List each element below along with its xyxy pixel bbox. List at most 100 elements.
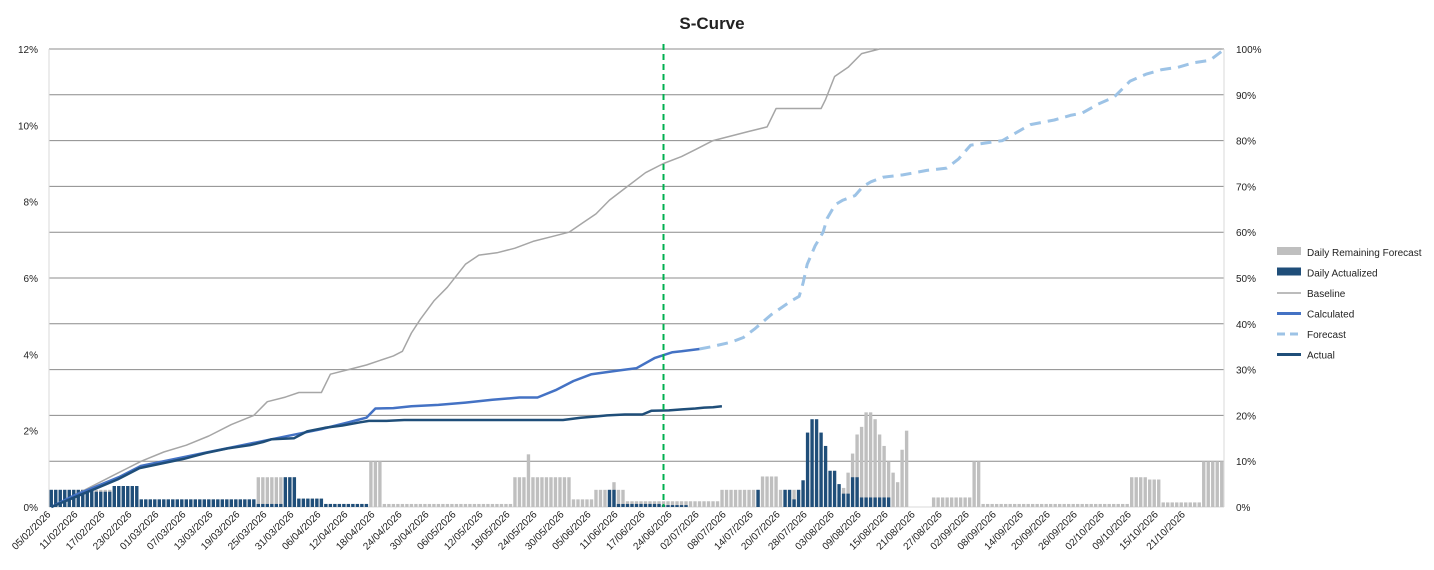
right-tick-label: 70% <box>1236 182 1256 193</box>
remaining-forecast-bar <box>517 477 522 507</box>
remaining-forecast-bar <box>679 501 684 507</box>
remaining-forecast-bar <box>733 489 738 507</box>
daily-actualized-bar <box>616 503 621 507</box>
daily-actualized-bar <box>180 499 184 507</box>
daily-actualized-bar <box>346 503 351 507</box>
daily-actualized-bar <box>243 499 247 507</box>
daily-actualized-bar <box>171 499 175 507</box>
remaining-forecast-bar <box>490 503 495 507</box>
remaining-forecast-bar <box>1030 503 1035 507</box>
left-tick-label: 10% <box>18 121 38 132</box>
actual-line <box>50 404 723 509</box>
remaining-forecast-bar <box>670 501 675 507</box>
remaining-forecast-bar <box>1215 461 1219 507</box>
remaining-forecast-bar <box>580 499 585 507</box>
right-tick-label: 20% <box>1236 411 1256 422</box>
remaining-forecast-bar <box>891 472 895 507</box>
daily-actualized-bar <box>612 489 616 507</box>
daily-actualized-bar <box>643 503 648 507</box>
remaining-forecast-bar <box>792 489 796 507</box>
remaining-forecast-bar <box>760 476 765 507</box>
daily-actualized-bar <box>666 505 670 507</box>
daily-actualized-bar <box>153 499 157 507</box>
daily-actualized-bar <box>202 499 207 507</box>
remaining-forecast-bar <box>949 497 954 507</box>
daily-actualized-bar <box>360 503 364 507</box>
remaining-forecast-bar <box>697 501 702 507</box>
remaining-forecast-bar <box>1085 503 1089 507</box>
remaining-forecast-bar <box>675 501 679 507</box>
remaining-forecast-bar <box>441 503 445 507</box>
daily-actualized-bar <box>324 503 328 507</box>
daily-actualized-bar <box>342 503 346 507</box>
daily-actualized-bar <box>189 499 193 507</box>
legend-swatch <box>1277 247 1301 255</box>
remaining-forecast-bar <box>463 503 468 507</box>
daily-actualized-bar <box>94 491 98 507</box>
remaining-forecast-bar <box>1021 503 1026 507</box>
daily-actualized-bar <box>873 497 877 507</box>
left-tick-label: 12% <box>18 45 38 56</box>
remaining-forecast-bar <box>1071 503 1075 507</box>
daily-actualized-bar <box>216 499 220 507</box>
remaining-forecast-bar <box>526 454 531 507</box>
remaining-forecast-bar <box>1130 477 1134 507</box>
remaining-forecast-bar <box>1112 503 1116 507</box>
remaining-forecast-bar <box>261 477 265 507</box>
daily-actualized-bar <box>810 419 814 507</box>
daily-actualized-bar <box>886 497 891 507</box>
remaining-forecast-bar <box>747 489 751 507</box>
daily-actualized-bar <box>877 497 882 507</box>
remaining-forecast-bar <box>1179 502 1183 507</box>
daily-actualized-bar <box>283 477 288 507</box>
daily-actualized-bar <box>193 499 198 507</box>
forecast-line <box>699 50 1223 351</box>
daily-actualized-bar <box>265 503 270 507</box>
daily-actualized-bar <box>108 491 112 507</box>
remaining-forecast-bar <box>585 499 589 507</box>
remaining-forecast-bar <box>1039 503 1044 507</box>
daily-actualized-bar <box>54 489 58 507</box>
daily-actualized-bar <box>256 503 261 507</box>
remaining-forecast-bar <box>616 489 621 507</box>
remaining-forecast-bar <box>459 503 463 507</box>
daily-actualized-bar <box>229 499 234 507</box>
daily-actualized-bar <box>823 445 828 507</box>
remaining-forecast-bar <box>531 477 535 507</box>
remaining-forecast-bar <box>603 489 607 507</box>
daily-actualized-bars <box>49 419 891 507</box>
remaining-forecast-bar <box>274 477 279 507</box>
remaining-forecast-bar <box>1053 503 1057 507</box>
remaining-forecast-bar <box>486 503 490 507</box>
remaining-forecast-bar <box>567 477 571 507</box>
remaining-forecast-bar <box>900 449 904 507</box>
daily-actualized-bar <box>792 499 796 507</box>
daily-actualized-bar <box>787 489 792 507</box>
remaining-forecast-bar <box>1161 502 1165 507</box>
right-tick-label: 100% <box>1236 45 1262 56</box>
remaining-forecast-bar <box>495 503 499 507</box>
daily-actualized-bar <box>841 493 846 507</box>
remaining-forecast-bar <box>1026 503 1030 507</box>
remaining-forecast-bar <box>1008 503 1012 507</box>
remaining-forecast-bar <box>418 503 423 507</box>
legend-label: Baseline <box>1307 289 1346 300</box>
daily-actualized-bar <box>49 489 53 507</box>
daily-actualized-bar <box>684 505 688 507</box>
remaining-forecast-bar <box>967 497 972 507</box>
daily-actualized-bar <box>814 419 819 507</box>
remaining-forecast-bar <box>450 503 454 507</box>
daily-actualized-bar <box>355 503 360 507</box>
daily-actualized-bar <box>58 489 62 507</box>
daily-actualized-bar <box>850 477 855 507</box>
daily-actualized-bar <box>211 499 216 507</box>
daily-actualized-bar <box>846 493 850 507</box>
daily-actualized-bar <box>783 489 787 507</box>
remaining-forecast-bar <box>265 477 270 507</box>
remaining-forecast-bar <box>778 489 783 507</box>
remaining-forecast-bar <box>1044 503 1048 507</box>
remaining-forecast-bar <box>477 503 481 507</box>
remaining-forecast-bar <box>508 503 513 507</box>
daily-actualized-bar <box>351 503 355 507</box>
daily-actualized-bar <box>630 503 634 507</box>
